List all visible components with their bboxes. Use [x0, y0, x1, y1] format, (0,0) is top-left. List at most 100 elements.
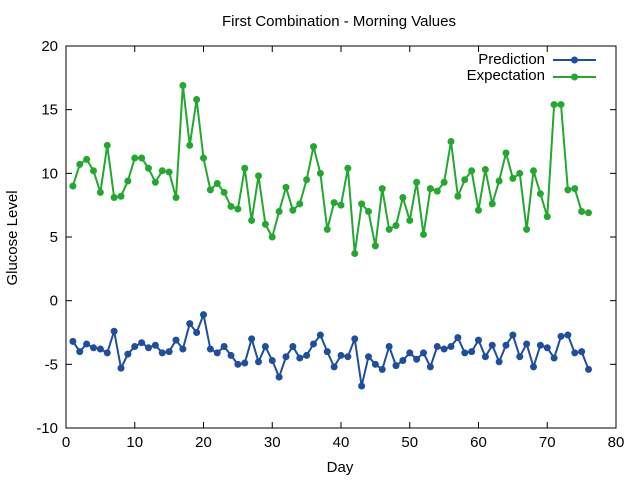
data-point-expectation	[488, 200, 496, 208]
data-point-expectation	[543, 213, 551, 221]
data-point-expectation	[440, 178, 448, 186]
data-point-expectation	[145, 164, 152, 172]
plot-frame	[65, 45, 617, 429]
data-point-prediction	[426, 363, 434, 371]
data-point-prediction	[392, 362, 400, 370]
chart-title: First Combination - Morning Values	[222, 13, 456, 30]
data-point-expectation	[530, 167, 537, 175]
data-point-prediction	[227, 351, 235, 359]
data-point-expectation	[523, 225, 531, 233]
data-point-prediction	[406, 349, 414, 357]
data-point-expectation	[186, 141, 194, 149]
data-point-prediction	[200, 311, 207, 319]
data-point-prediction	[268, 357, 276, 365]
data-point-expectation	[303, 176, 311, 184]
data-point-expectation	[220, 188, 228, 196]
data-point-prediction	[282, 353, 290, 361]
data-point-expectation	[578, 208, 586, 216]
y-tick-label: -5	[45, 356, 58, 373]
data-point-expectation	[557, 101, 565, 109]
data-point-prediction	[261, 343, 269, 351]
data-point-prediction	[241, 359, 249, 367]
data-point-expectation	[392, 222, 400, 230]
data-point-prediction	[96, 345, 104, 353]
data-point-expectation	[275, 208, 283, 216]
data-point-expectation	[385, 225, 393, 233]
legend-marker-expectation	[571, 73, 578, 81]
series-layer	[69, 81, 592, 390]
data-point-prediction	[371, 360, 379, 368]
x-tick-label: 70	[539, 434, 556, 451]
data-point-prediction	[351, 335, 359, 343]
data-point-expectation	[344, 164, 352, 172]
axis-ticks: 0 10 20 30 40 50 60 70 80 -10 -5 0 5 10 15 20	[36, 38, 624, 451]
data-point-prediction	[83, 340, 91, 348]
data-point-prediction	[213, 349, 221, 357]
data-point-expectation	[420, 230, 427, 238]
data-point-expectation	[406, 216, 414, 224]
x-tick-label: 0	[62, 434, 70, 451]
data-point-expectation	[433, 187, 441, 195]
data-point-expectation	[213, 180, 221, 188]
data-point-prediction	[509, 331, 517, 339]
data-point-expectation	[447, 138, 455, 145]
data-point-expectation	[234, 205, 242, 213]
data-point-expectation	[399, 194, 407, 202]
legend-label-prediction: Prediction	[478, 51, 545, 68]
data-point-prediction	[495, 358, 503, 366]
data-point-prediction	[502, 341, 510, 349]
data-point-prediction	[165, 348, 173, 356]
data-point-prediction	[255, 358, 262, 366]
data-point-expectation	[296, 200, 304, 208]
legend: Prediction Expectation	[467, 51, 596, 84]
data-point-expectation	[165, 168, 173, 176]
data-point-prediction	[310, 340, 317, 348]
x-tick-label: 40	[333, 434, 350, 451]
data-point-expectation	[227, 202, 235, 210]
x-axis-label: Day	[327, 459, 354, 476]
data-point-expectation	[103, 141, 111, 149]
data-point-prediction	[365, 353, 372, 361]
legend-marker-prediction	[571, 56, 578, 64]
data-point-prediction	[578, 348, 586, 356]
data-point-expectation	[509, 174, 517, 182]
data-point-prediction	[179, 345, 187, 353]
x-tick-label: 80	[608, 434, 625, 451]
data-point-expectation	[117, 192, 125, 200]
data-point-prediction	[275, 373, 283, 381]
x-tick-label: 20	[195, 434, 212, 451]
data-point-prediction	[316, 331, 324, 339]
data-point-prediction	[461, 349, 469, 357]
data-point-expectation	[131, 154, 139, 162]
data-point-prediction	[234, 360, 242, 368]
data-point-prediction	[303, 351, 311, 359]
data-point-prediction	[206, 345, 214, 353]
data-point-expectation	[585, 209, 592, 217]
data-point-prediction	[557, 332, 565, 340]
data-point-expectation	[310, 143, 317, 151]
data-point-prediction	[447, 343, 455, 351]
data-point-prediction	[488, 341, 496, 349]
data-point-prediction	[138, 339, 146, 347]
data-point-expectation	[268, 233, 276, 241]
data-point-prediction	[440, 345, 448, 353]
data-point-expectation	[179, 81, 187, 89]
data-point-expectation	[337, 201, 345, 209]
data-point-expectation	[289, 206, 297, 214]
data-point-expectation	[481, 166, 489, 174]
data-point-expectation	[378, 185, 386, 193]
data-point-prediction	[475, 336, 482, 344]
data-point-prediction	[248, 335, 256, 343]
data-point-expectation	[83, 155, 91, 163]
data-point-prediction	[124, 350, 132, 358]
data-point-prediction	[378, 365, 386, 373]
data-point-prediction	[337, 351, 345, 359]
data-point-expectation	[96, 188, 104, 196]
y-tick-label: 10	[41, 165, 58, 182]
data-point-prediction	[523, 340, 531, 348]
data-point-expectation	[571, 185, 579, 193]
data-point-prediction	[289, 343, 297, 351]
y-tick-label: 0	[50, 293, 58, 310]
data-point-prediction	[468, 348, 476, 356]
x-tick-label: 10	[126, 434, 143, 451]
